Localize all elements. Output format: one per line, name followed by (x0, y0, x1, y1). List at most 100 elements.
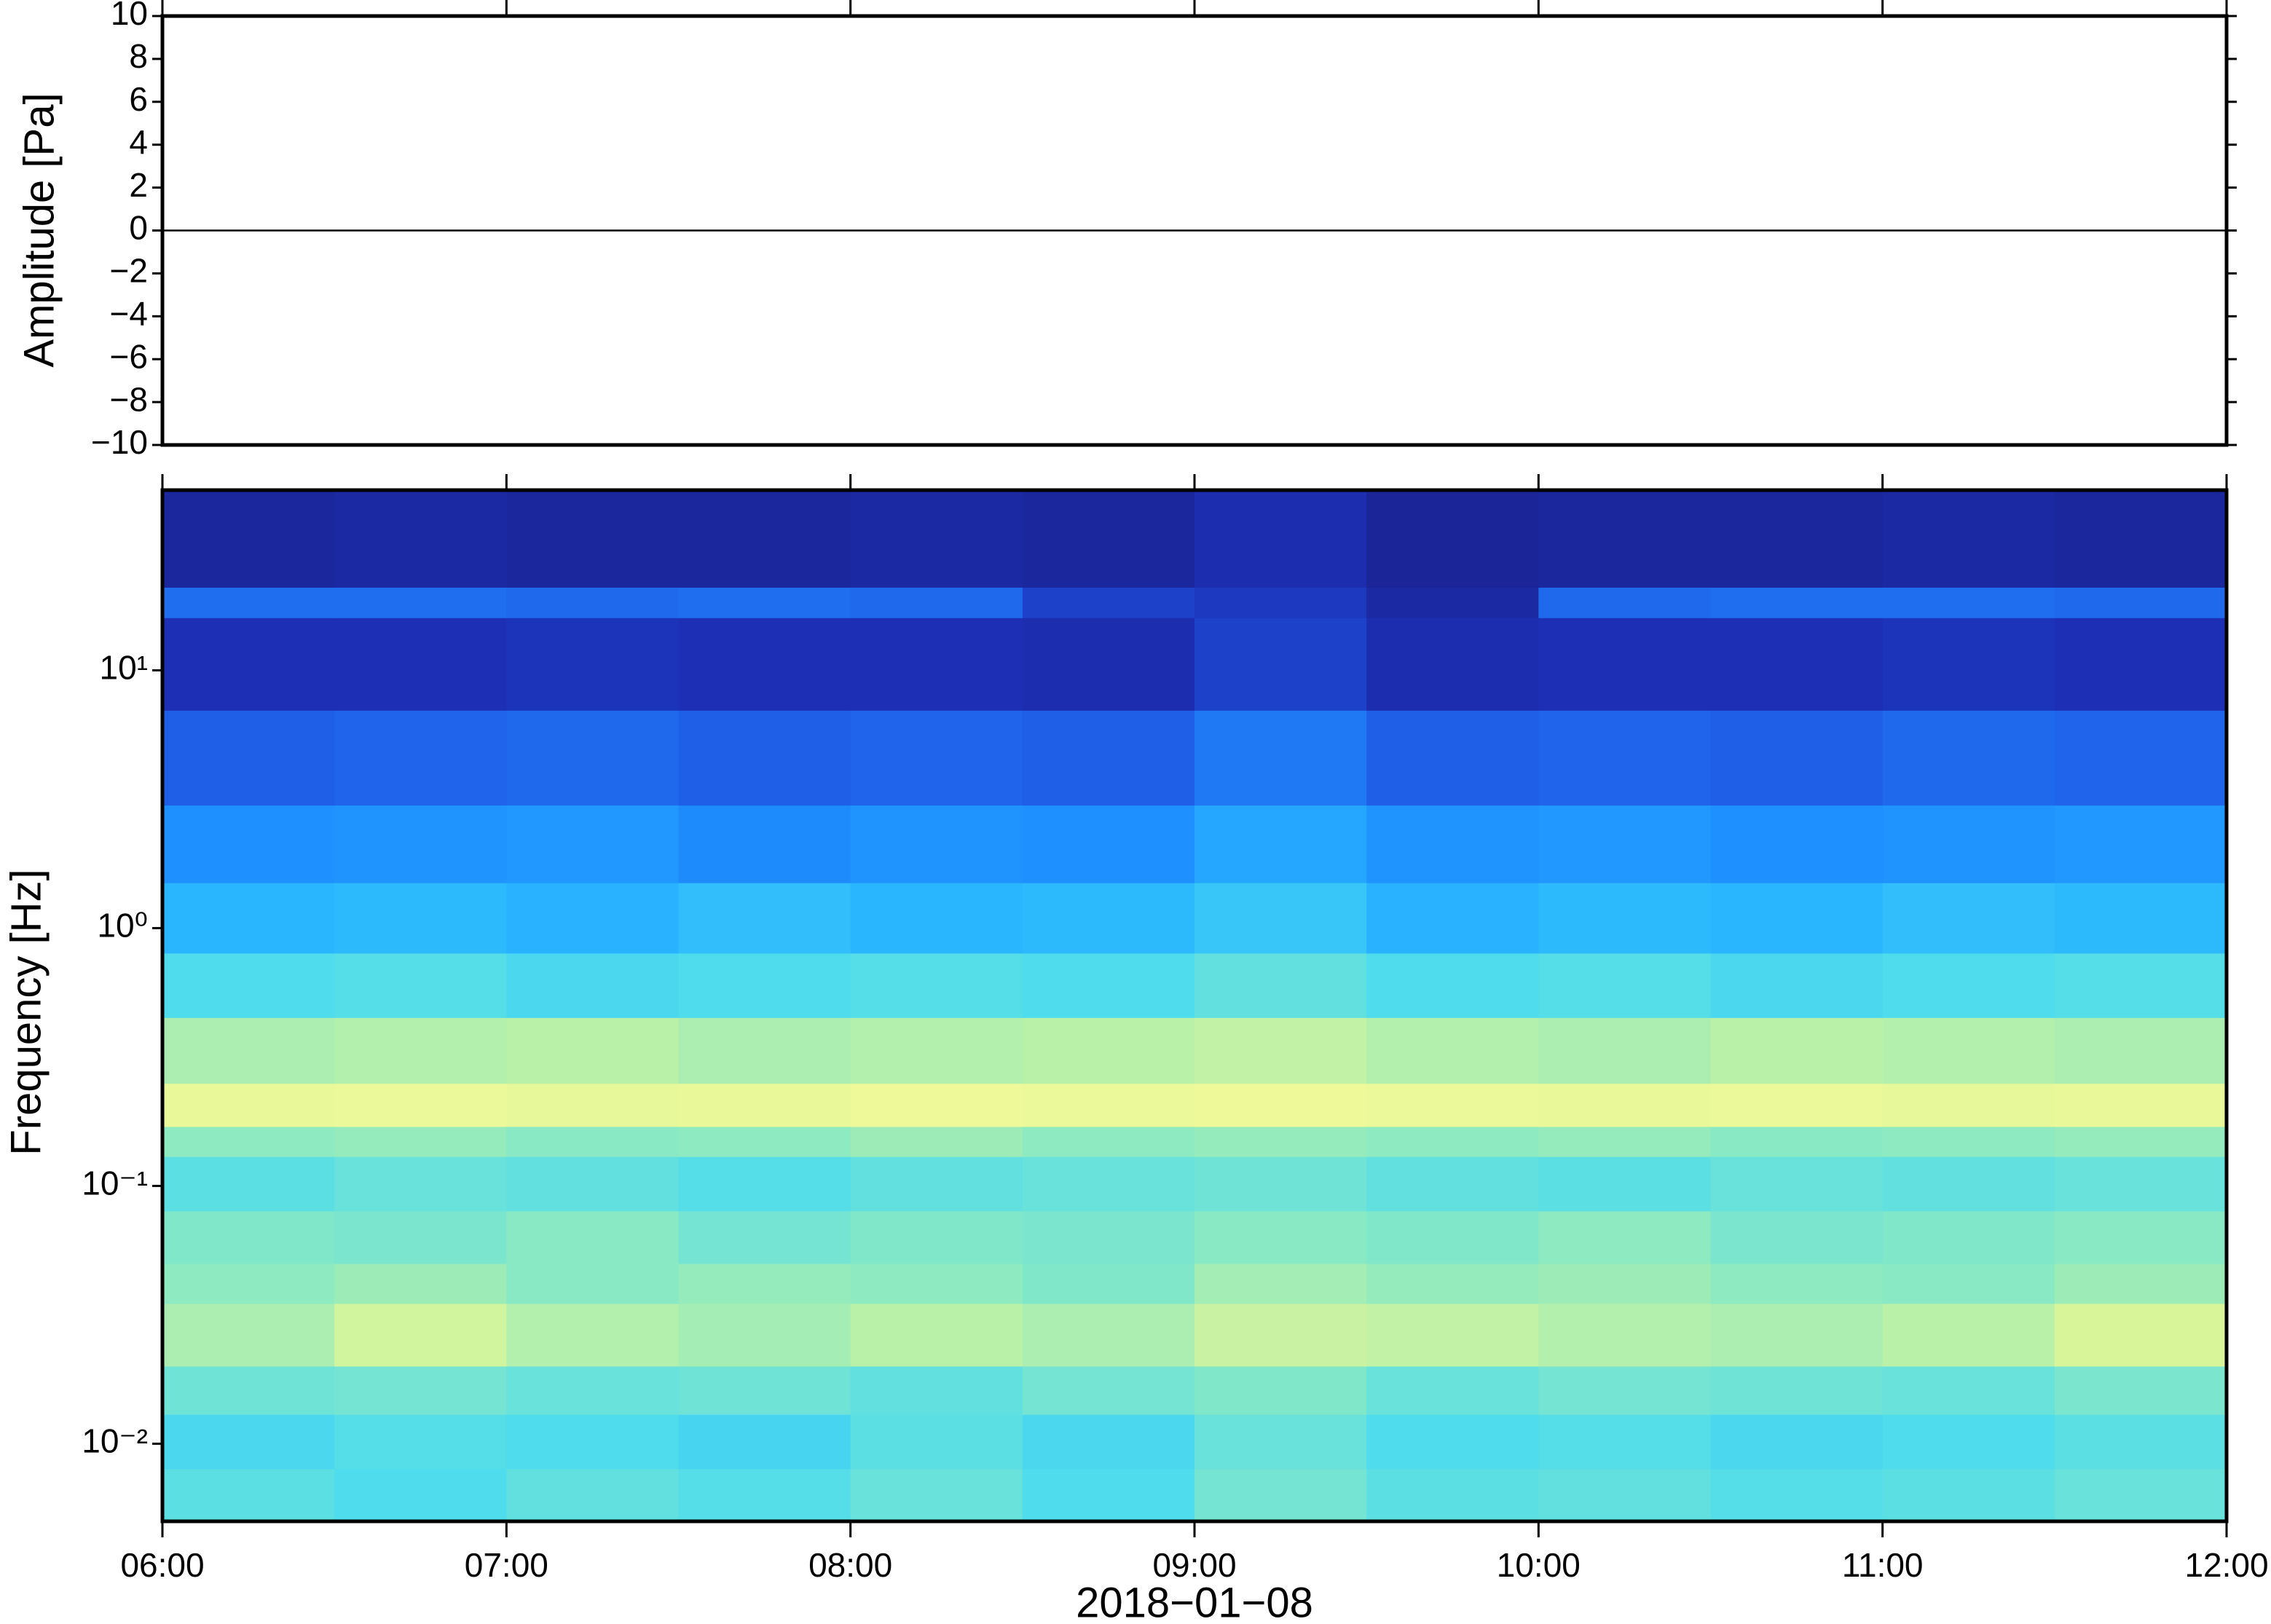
y-tick-label: −8 (110, 380, 148, 418)
spectrogram-cell (1882, 1303, 2055, 1367)
spectrogram-cell (678, 1365, 851, 1415)
spectrogram-cell (850, 1126, 1023, 1157)
spectrogram-cell (1710, 1414, 1884, 1470)
spectrogram-cell (1538, 1156, 1712, 1212)
spectrogram-cell (162, 1468, 335, 1522)
spectrogram-cell (1194, 1017, 1367, 1084)
spectrogram-cell (2054, 883, 2227, 954)
x-tick-label: 10:00 (1497, 1546, 1581, 1584)
spectrogram-cell (1022, 587, 1195, 618)
spectrogram-cell (1538, 1017, 1712, 1084)
spectrogram-cell (2054, 1156, 2227, 1212)
spectrogram-cell (334, 1017, 507, 1084)
spectrogram-cell (162, 805, 335, 883)
spectrogram-cell (2054, 1083, 2227, 1127)
spectrogram-cell (2054, 490, 2227, 588)
spectrogram-cell (162, 1210, 335, 1264)
spectrogram-cell (162, 1126, 335, 1157)
spectrogram-cell (1882, 490, 2055, 588)
spectrogram-cell (1366, 1414, 1539, 1470)
spectrogram-cell (1882, 1083, 2055, 1127)
spectrogram-cell (1194, 1414, 1367, 1470)
spectrogram-cell (162, 1017, 335, 1084)
spectrogram-cell (1538, 883, 1712, 954)
spectrogram-cell (2054, 1303, 2227, 1367)
spectrogram-cell (1538, 1414, 1712, 1470)
spectrogram-cell (162, 710, 335, 806)
spectrogram-cell (1022, 710, 1195, 806)
spectrogram-cell (850, 710, 1023, 806)
spectrogram-cell (2054, 953, 2227, 1018)
spectrogram-cell (1022, 618, 1195, 711)
spectrogram-cell (1710, 1210, 1884, 1264)
y-tick-label: 10⁻² (82, 1422, 148, 1460)
y-tick-label: 10¹ (100, 649, 148, 687)
spectrogram-cell (2054, 618, 2227, 711)
spectrogram-cell (1022, 1210, 1195, 1264)
spectrogram-cell (678, 1264, 851, 1304)
spectrogram-cell (1022, 1264, 1195, 1304)
spectrogram-cell (2054, 1210, 2227, 1264)
spectrogram-cell (1366, 1126, 1539, 1157)
spectrogram-cell (162, 1264, 335, 1304)
spectrogram-cell (850, 1468, 1023, 1522)
spectrogram-cell (1194, 587, 1367, 618)
spectrogram-cell (1366, 1017, 1539, 1084)
spectrogram-cell (334, 618, 507, 711)
spectrogram-cell (506, 1468, 680, 1522)
x-tick-label: 06:00 (120, 1546, 204, 1584)
spectrogram-cell (334, 587, 507, 618)
spectrogram-cell (1366, 618, 1539, 711)
spectrogram-cell (1882, 587, 2055, 618)
y-tick-label: 6 (129, 80, 148, 118)
spectrogram-cell (506, 1303, 680, 1367)
spectrogram-cell (678, 805, 851, 883)
x-tick-label: 07:00 (465, 1546, 548, 1584)
spectrogram-cell (678, 1156, 851, 1212)
spectrogram-cell (1194, 1210, 1367, 1264)
spectrogram-cell (1710, 1303, 1884, 1367)
spectrogram-cell (1538, 1083, 1712, 1127)
spectrogram-cell (506, 1126, 680, 1157)
spectrogram-cell (2054, 1414, 2227, 1470)
spectrogram-cell (850, 953, 1023, 1018)
spectrogram-cell (334, 1126, 507, 1157)
spectrogram-cell (1022, 1414, 1195, 1470)
spectrogram-cell (1022, 1303, 1195, 1367)
y-tick-label: 10 (111, 0, 148, 32)
spectrogram-cell (1366, 587, 1539, 618)
spectrogram-cell (506, 1210, 680, 1264)
spectrogram-cell (1194, 710, 1367, 806)
spectrogram-cell (1538, 1468, 1712, 1522)
spectrogram-cell (1194, 1083, 1367, 1127)
spectrogram-cell (2054, 1365, 2227, 1415)
spectrogram-cell (162, 1083, 335, 1127)
spectrogram-cell (1022, 1365, 1195, 1415)
spectrogram-cell (2054, 1017, 2227, 1084)
spectrogram-cell (162, 1303, 335, 1367)
spectrogram-cell (1022, 883, 1195, 954)
spectrogram-cell (334, 1264, 507, 1304)
spectrogram-cell (1882, 618, 2055, 711)
spectrogram-cell (1366, 1303, 1539, 1367)
spectrogram-cell (162, 953, 335, 1018)
spectrogram-cell (1366, 490, 1539, 588)
spectrogram-cell (2054, 1468, 2227, 1522)
spectrogram-cell (1022, 1017, 1195, 1084)
spectrogram-cell (506, 1414, 680, 1470)
spectrogram-cell (162, 1365, 335, 1415)
spectrogram-cell (1022, 1126, 1195, 1157)
spectrogram-cell (1022, 1156, 1195, 1212)
spectrogram-cell (2054, 805, 2227, 883)
spectrogram-cell (506, 490, 680, 588)
spectrogram-cell (1538, 805, 1712, 883)
spectrogram-cell (1366, 1210, 1539, 1264)
spectrogram-cell (334, 1303, 507, 1367)
spectrogram-cell (2054, 587, 2227, 618)
spectrogram-cell (506, 710, 680, 806)
spectrogram-cell (678, 1126, 851, 1157)
spectrogram-cell (678, 1017, 851, 1084)
spectrogram-cell (1882, 1365, 2055, 1415)
spectrogram-cell (1194, 953, 1367, 1018)
spectrogram-cell (678, 953, 851, 1018)
